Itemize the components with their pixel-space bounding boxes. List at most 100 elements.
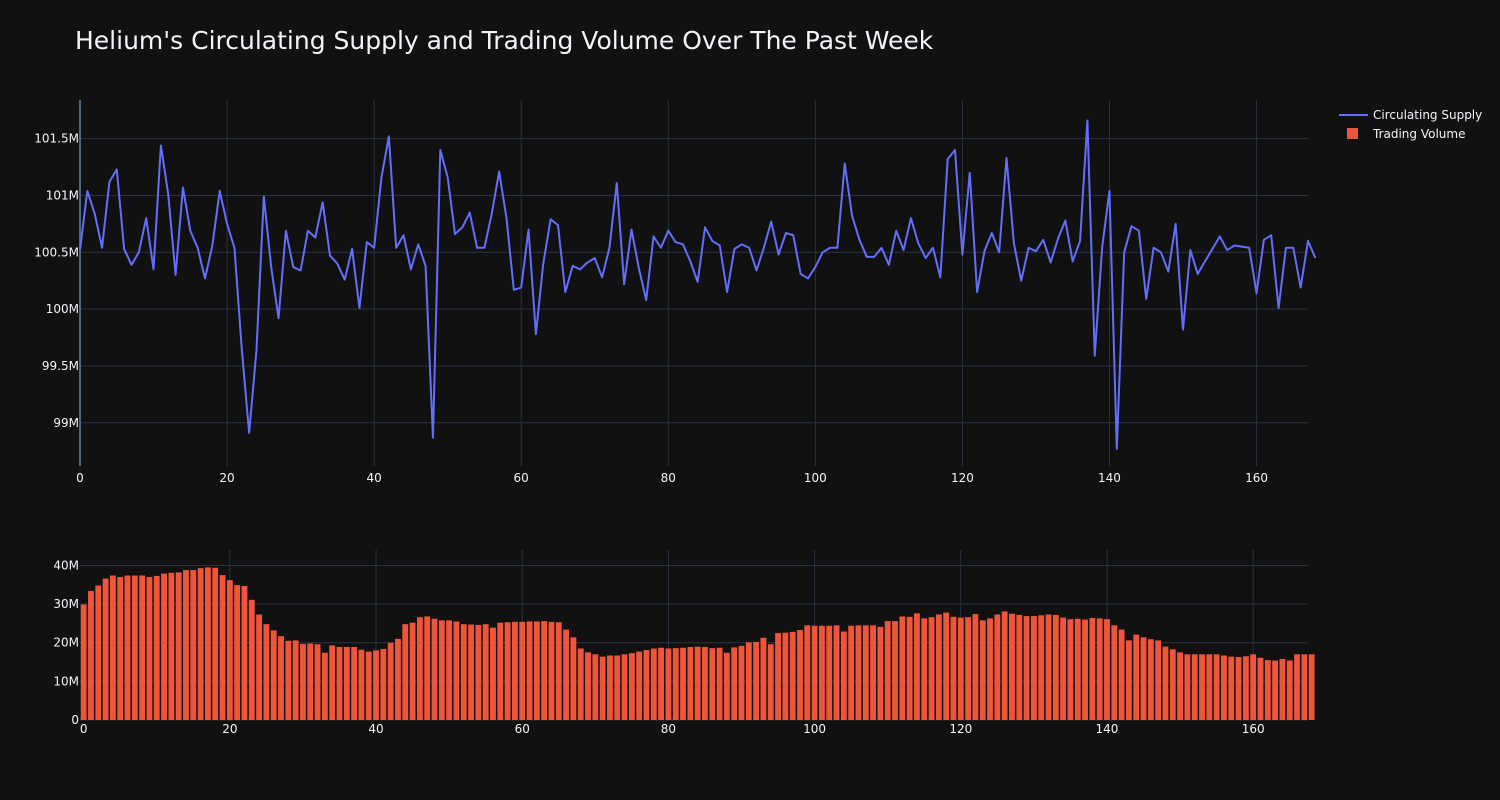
tick-labels: 0 20 40 60 80 100 120 140 160 99M 99.5M 100M 100.5M 1… <box>34 132 1268 736</box>
volume-x-tick-label: 60 <box>515 722 530 736</box>
volume-bar <box>855 625 862 720</box>
volume-bar <box>1104 619 1110 720</box>
volume-bar <box>1221 655 1227 720</box>
volume-bar <box>88 590 94 720</box>
volume-bar <box>1279 658 1286 720</box>
supply-x-tick-label: 140 <box>1098 471 1121 485</box>
volume-bar <box>826 625 833 720</box>
volume-bar <box>460 624 467 720</box>
volume-bar <box>446 620 453 720</box>
volume-bar <box>658 647 665 720</box>
volume-bar <box>1133 634 1140 720</box>
volume-bar <box>607 655 613 720</box>
volume-bar <box>1052 614 1059 720</box>
volume-y-tick-label: 40M <box>53 558 79 572</box>
volume-bar <box>833 625 840 720</box>
volume-bar <box>212 567 219 720</box>
volume-bar <box>497 622 504 720</box>
volume-bar <box>124 575 131 720</box>
volume-bar <box>1125 640 1132 720</box>
volume-bar <box>387 642 394 720</box>
volume-bar <box>278 636 284 720</box>
volume-bar <box>1162 646 1169 720</box>
volume-bar <box>1067 619 1074 720</box>
volume-bar <box>694 646 701 720</box>
volume-bar <box>972 614 979 720</box>
volume-bar <box>1082 619 1088 720</box>
supply-y-tick-label: 99M <box>53 416 79 430</box>
volume-bar <box>884 621 891 720</box>
volume-bar <box>760 637 767 720</box>
volume-bar <box>892 621 898 720</box>
volume-bar <box>914 613 920 720</box>
volume-bar <box>1074 618 1081 720</box>
legend-item-circulating-supply[interactable]: Circulating Supply <box>1339 108 1482 122</box>
volume-bar <box>1016 614 1023 720</box>
volume-bar <box>1169 649 1176 720</box>
volume-bar <box>811 625 818 720</box>
volume-bar <box>519 621 526 720</box>
volume-bar <box>161 573 167 720</box>
volume-bar <box>226 580 233 720</box>
volume-bar <box>402 624 409 720</box>
volume-bar <box>775 633 781 720</box>
supply-series-line <box>79 119 1317 450</box>
volume-bar <box>1111 625 1118 720</box>
volume-bar <box>563 629 570 720</box>
volume-bar <box>1272 660 1279 720</box>
volume-bar <box>957 617 964 720</box>
volume-bar <box>789 631 796 720</box>
volume-bar <box>1242 656 1249 720</box>
volume-bar <box>687 646 694 720</box>
legend-item-trading-volume[interactable]: Trading Volume <box>1347 127 1465 141</box>
volume-bar <box>643 650 650 720</box>
supply-x-tick-label: 80 <box>661 471 676 485</box>
volume-bar <box>241 585 248 720</box>
volume-bar <box>321 652 328 720</box>
volume-bars <box>80 567 1315 720</box>
volume-bar <box>453 621 460 720</box>
volume-bar <box>307 643 314 720</box>
volume-bar <box>870 625 877 720</box>
volume-bar <box>1177 652 1184 720</box>
volume-bar <box>416 617 423 720</box>
volume-bar <box>723 652 730 720</box>
volume-bar <box>1009 613 1015 720</box>
volume-bar <box>585 652 591 720</box>
supply-x-tick-label: 160 <box>1245 471 1268 485</box>
volume-bar <box>373 650 379 720</box>
supply-y-tick-label: 101.5M <box>34 132 79 146</box>
volume-bar <box>1199 654 1205 720</box>
volume-bar <box>256 614 263 720</box>
volume-bar <box>848 625 855 720</box>
volume-bar <box>899 616 906 720</box>
volume-bar <box>1286 660 1293 720</box>
supply-line-layer <box>79 119 1317 450</box>
supply-y-tick-label: 101M <box>46 188 79 202</box>
volume-bar <box>680 647 686 720</box>
volume-bar <box>738 645 745 720</box>
volume-bar <box>146 577 153 720</box>
volume-bar <box>1038 615 1045 720</box>
volume-x-tick-label: 0 <box>80 722 88 736</box>
volume-bar <box>490 627 496 720</box>
volume-bar <box>263 624 270 720</box>
volume-bar <box>1045 614 1052 720</box>
volume-bar <box>329 645 336 720</box>
volume-bar <box>1096 618 1103 720</box>
volume-bar <box>745 642 752 720</box>
volume-bar <box>343 646 350 720</box>
volume-bar <box>965 617 972 720</box>
volume-bar <box>672 648 679 720</box>
volume-bar <box>1228 656 1235 720</box>
volume-bar <box>248 599 255 720</box>
volume-bar <box>1301 654 1308 720</box>
volume-bar <box>511 621 518 720</box>
volume-y-tick-label: 10M <box>53 674 79 688</box>
volume-bar <box>1140 637 1147 720</box>
volume-bar <box>1023 616 1030 720</box>
volume-bar <box>139 575 146 720</box>
volume-bar <box>475 624 482 720</box>
volume-y-tick-label: 20M <box>53 636 79 650</box>
volume-bar <box>599 656 606 720</box>
